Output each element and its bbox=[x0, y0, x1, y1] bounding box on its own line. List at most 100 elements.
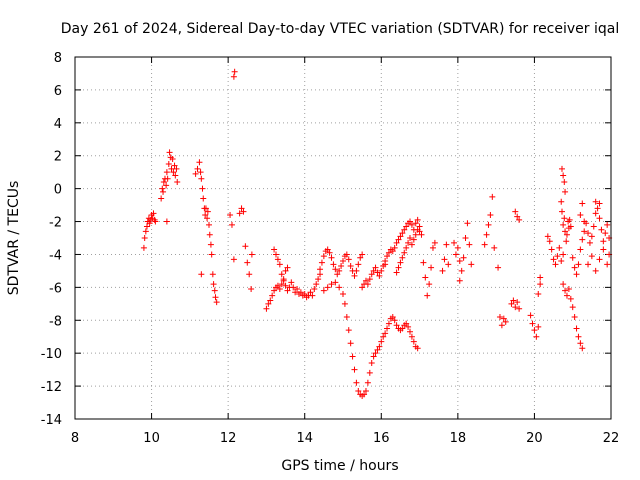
data-point bbox=[378, 338, 385, 345]
data-point bbox=[140, 244, 147, 251]
data-point bbox=[516, 216, 523, 223]
data-points bbox=[140, 68, 613, 399]
data-point bbox=[204, 215, 211, 222]
data-point bbox=[529, 320, 536, 327]
data-point bbox=[546, 238, 553, 245]
data-point bbox=[412, 220, 419, 227]
data-point bbox=[408, 221, 415, 228]
y-tick-label: -8 bbox=[49, 314, 62, 329]
data-point bbox=[343, 251, 350, 258]
data-point bbox=[328, 254, 335, 261]
data-point bbox=[324, 246, 331, 253]
data-point bbox=[240, 208, 247, 215]
data-point bbox=[510, 297, 517, 304]
data-point bbox=[212, 294, 219, 301]
data-point bbox=[353, 267, 360, 274]
data-point bbox=[395, 264, 402, 271]
data-point bbox=[345, 256, 352, 263]
data-point bbox=[282, 282, 289, 289]
data-point bbox=[163, 182, 170, 189]
data-point bbox=[141, 235, 148, 241]
x-tick-label: 20 bbox=[526, 431, 543, 446]
data-point bbox=[393, 239, 400, 246]
data-point bbox=[385, 249, 392, 256]
data-point bbox=[514, 299, 521, 306]
data-point bbox=[403, 244, 410, 251]
data-point bbox=[209, 271, 216, 278]
data-point bbox=[581, 228, 588, 235]
data-point bbox=[355, 261, 362, 268]
data-point bbox=[211, 287, 218, 294]
data-point bbox=[405, 323, 412, 330]
data-point bbox=[575, 333, 582, 340]
data-point bbox=[210, 281, 217, 288]
data-point bbox=[561, 179, 568, 186]
data-point bbox=[284, 264, 291, 271]
data-point bbox=[227, 211, 234, 218]
data-point bbox=[537, 281, 544, 288]
data-point bbox=[535, 290, 542, 297]
data-point bbox=[533, 333, 540, 340]
data-point bbox=[164, 175, 171, 182]
data-point bbox=[429, 244, 436, 251]
data-point bbox=[418, 231, 425, 238]
x-tick-label: 22 bbox=[603, 431, 620, 446]
data-point bbox=[207, 241, 214, 248]
data-point bbox=[407, 328, 413, 335]
data-point bbox=[159, 185, 166, 192]
data-point bbox=[552, 261, 559, 268]
data-point bbox=[366, 369, 373, 376]
data-point bbox=[158, 195, 165, 202]
data-point bbox=[171, 162, 178, 169]
y-tick-label: -12 bbox=[41, 380, 62, 395]
data-point bbox=[550, 256, 557, 263]
data-point bbox=[561, 215, 568, 222]
data-point bbox=[508, 300, 515, 307]
data-point bbox=[431, 239, 438, 246]
data-point bbox=[200, 195, 207, 202]
x-tick-label: 8 bbox=[71, 431, 79, 446]
data-point bbox=[585, 230, 592, 237]
data-point bbox=[328, 281, 335, 288]
data-point bbox=[581, 218, 588, 225]
data-point bbox=[192, 170, 199, 177]
data-point bbox=[345, 327, 352, 334]
data-point bbox=[403, 320, 410, 327]
data-point bbox=[512, 208, 519, 215]
data-point bbox=[579, 236, 586, 243]
data-point bbox=[361, 391, 368, 398]
data-point bbox=[197, 169, 204, 176]
data-point bbox=[368, 271, 375, 278]
data-point bbox=[198, 175, 205, 182]
data-point bbox=[399, 230, 406, 237]
data-point bbox=[527, 312, 534, 319]
data-point bbox=[439, 267, 446, 274]
data-point bbox=[315, 276, 322, 283]
x-tick-label: 10 bbox=[143, 431, 160, 446]
data-point bbox=[150, 210, 157, 217]
data-point bbox=[353, 379, 360, 386]
data-point bbox=[370, 353, 377, 360]
data-point bbox=[487, 211, 494, 218]
data-point bbox=[376, 343, 383, 350]
data-point bbox=[202, 211, 209, 218]
data-point bbox=[320, 287, 327, 294]
data-point bbox=[460, 254, 467, 261]
data-point bbox=[364, 379, 371, 386]
data-point bbox=[364, 281, 371, 288]
data-point bbox=[343, 313, 350, 320]
data-point bbox=[565, 286, 572, 293]
data-point bbox=[558, 258, 565, 265]
data-point bbox=[407, 218, 413, 225]
data-point bbox=[340, 258, 346, 265]
data-point bbox=[466, 241, 473, 248]
data-point bbox=[311, 286, 318, 293]
data-point bbox=[355, 388, 362, 395]
data-point bbox=[567, 223, 574, 230]
data-point bbox=[588, 233, 595, 240]
grid-lines bbox=[75, 57, 611, 419]
data-point bbox=[202, 205, 209, 212]
